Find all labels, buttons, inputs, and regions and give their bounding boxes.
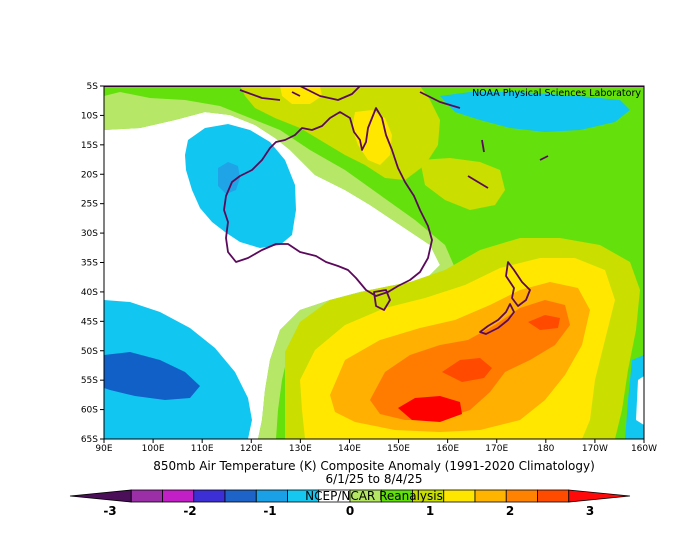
new-zealand-south-coastline	[479, 303, 515, 335]
lon-tick-label: 100E	[142, 444, 165, 454]
lat-tick-label: 5S	[87, 82, 99, 92]
color-scale-label: 3	[586, 504, 594, 518]
anomaly-light-blue-blob-ne	[440, 92, 630, 132]
lat-tick-label: 45S	[81, 317, 98, 327]
color-scale-label: -1	[263, 504, 276, 518]
indonesia-coastline	[239, 89, 301, 101]
australia-coastline	[223, 107, 433, 297]
lat-tick-label: 30S	[81, 229, 98, 239]
anomaly-red-core	[398, 396, 462, 422]
lon-tick-label: 160E	[436, 444, 459, 454]
lon-tick-label: 130E	[289, 444, 312, 454]
figure-title: 850mb Air Temperature (K) Composite Anom…	[153, 459, 595, 473]
color-scale-labels: -3 -2 -1 0 1 2 3	[103, 504, 594, 518]
coastlines	[223, 86, 549, 335]
data-source-label: NCEP/NCAR Reanalysis	[305, 489, 443, 503]
lat-tick-label: 60S	[81, 406, 98, 416]
color-scale-label: 0	[346, 504, 354, 518]
lon-tick-label: 170E	[485, 444, 508, 454]
anomaly-light-blue-blob-wa	[185, 124, 296, 248]
lat-tick-label: 15S	[81, 141, 98, 151]
lon-tick-label: 140E	[338, 444, 361, 454]
color-scale-segment	[568, 489, 631, 503]
lat-tick-label: 55S	[81, 376, 98, 386]
anomaly-yellow-north-2	[280, 86, 322, 104]
anomaly-yellow-green-north	[240, 86, 440, 180]
solomon-islands-coastline	[419, 91, 461, 109]
color-scale-segment	[193, 489, 226, 503]
lat-tick-label: 35S	[81, 259, 98, 269]
lat-tick-label: 65S	[81, 435, 98, 445]
anomaly-red-orange-core-a	[442, 358, 492, 382]
color-scale-segment	[69, 489, 132, 503]
color-scale-bar	[69, 489, 631, 503]
anomaly-white-region-se	[636, 376, 644, 425]
color-scale-label: 2	[506, 504, 514, 518]
color-scale-segment	[443, 489, 476, 503]
lon-tick-label: 150E	[387, 444, 410, 454]
new-caledonia-coastline	[467, 175, 489, 189]
lon-tick-label: 120E	[240, 444, 263, 454]
latitude-axis: 5S 10S 15S 20S 25S 30S 35S 40S 45S 50S 55S 60S 65S	[81, 82, 104, 445]
new-zealand-north-coastline	[505, 261, 531, 307]
plot-area	[104, 86, 644, 439]
lon-tick-label: 110E	[191, 444, 214, 454]
vanuatu-coastline	[481, 139, 549, 161]
color-scale-segment	[505, 489, 538, 503]
lon-tick-label: 170W	[582, 444, 608, 454]
color-scale-label: 1	[426, 504, 434, 518]
lon-tick-label: 180	[537, 444, 554, 454]
color-scale-segment	[130, 489, 163, 503]
tasmania-coastline	[373, 289, 391, 311]
lat-tick-label: 20S	[81, 170, 98, 180]
longitude-axis: 90E 100E 110E 120E 130E 140E 150E 160E 170E 180 17…	[95, 439, 657, 454]
lat-tick-label: 50S	[81, 347, 98, 357]
color-scale-label: -2	[183, 504, 196, 518]
anomaly-deep-blue-core-sw	[104, 352, 200, 400]
color-scale-segment	[224, 489, 257, 503]
anomaly-yellow-green-east	[420, 158, 505, 210]
lat-tick-label: 40S	[81, 288, 98, 298]
color-scale-label: -3	[103, 504, 116, 518]
new-guinea-coastline	[299, 86, 361, 101]
color-scale-segment	[537, 489, 570, 503]
date-range-label: 6/1/25 to 8/4/25	[326, 472, 423, 486]
anomaly-red-orange-core-b	[528, 315, 560, 330]
anomaly-light-green-band	[104, 92, 455, 439]
color-scale-segment	[255, 489, 288, 503]
anomaly-yellow-north	[352, 110, 392, 165]
lat-tick-label: 10S	[81, 111, 98, 121]
lon-tick-label: 160W	[631, 444, 657, 454]
color-scale-segment	[474, 489, 507, 503]
color-scale-segment	[162, 489, 195, 503]
credit-label: NOAA Physical Sciences Laboratory	[472, 88, 641, 99]
lat-tick-label: 25S	[81, 200, 98, 210]
anomaly-blue-core-wa	[218, 162, 240, 194]
lon-tick-label: 90E	[95, 444, 112, 454]
